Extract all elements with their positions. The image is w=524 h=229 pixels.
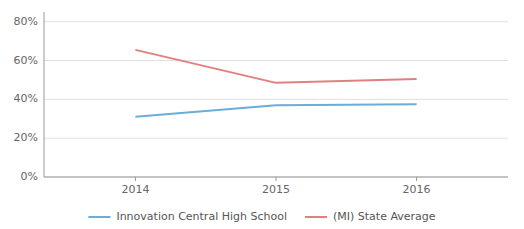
legend-item: Innovation Central High School <box>88 210 287 223</box>
chart: 0% 20% 40% 60% 80% 2014 2015 2016 Innovation Cen… <box>0 0 524 229</box>
grid-line <box>44 99 508 100</box>
x-tick <box>276 177 277 181</box>
y-tick-label: 0% <box>21 170 38 183</box>
x-tick-label: 2015 <box>262 183 290 196</box>
y-tick-label: 40% <box>14 92 38 105</box>
grid <box>44 22 508 177</box>
legend-label: (MI) State Average <box>333 210 436 223</box>
legend: Innovation Central High School (MI) State… <box>88 210 435 223</box>
legend-swatch <box>305 216 327 218</box>
y-tick-label: 80% <box>14 15 38 28</box>
plot-area <box>135 50 416 117</box>
series-line <box>135 104 416 117</box>
legend-item: (MI) State Average <box>305 210 436 223</box>
y-axis-line <box>44 12 45 177</box>
x-tick-label: 2014 <box>121 183 149 196</box>
grid-line <box>44 60 508 61</box>
legend-label: Innovation Central High School <box>116 210 287 223</box>
grid-line <box>44 138 508 139</box>
y-tick-label: 20% <box>14 131 38 144</box>
x-tick <box>135 177 136 181</box>
x-tick <box>416 177 417 181</box>
grid-line <box>44 21 508 22</box>
series-line <box>135 50 416 83</box>
y-tick-label: 60% <box>14 54 38 67</box>
legend-swatch <box>88 216 110 218</box>
x-tick-label: 2016 <box>403 183 431 196</box>
